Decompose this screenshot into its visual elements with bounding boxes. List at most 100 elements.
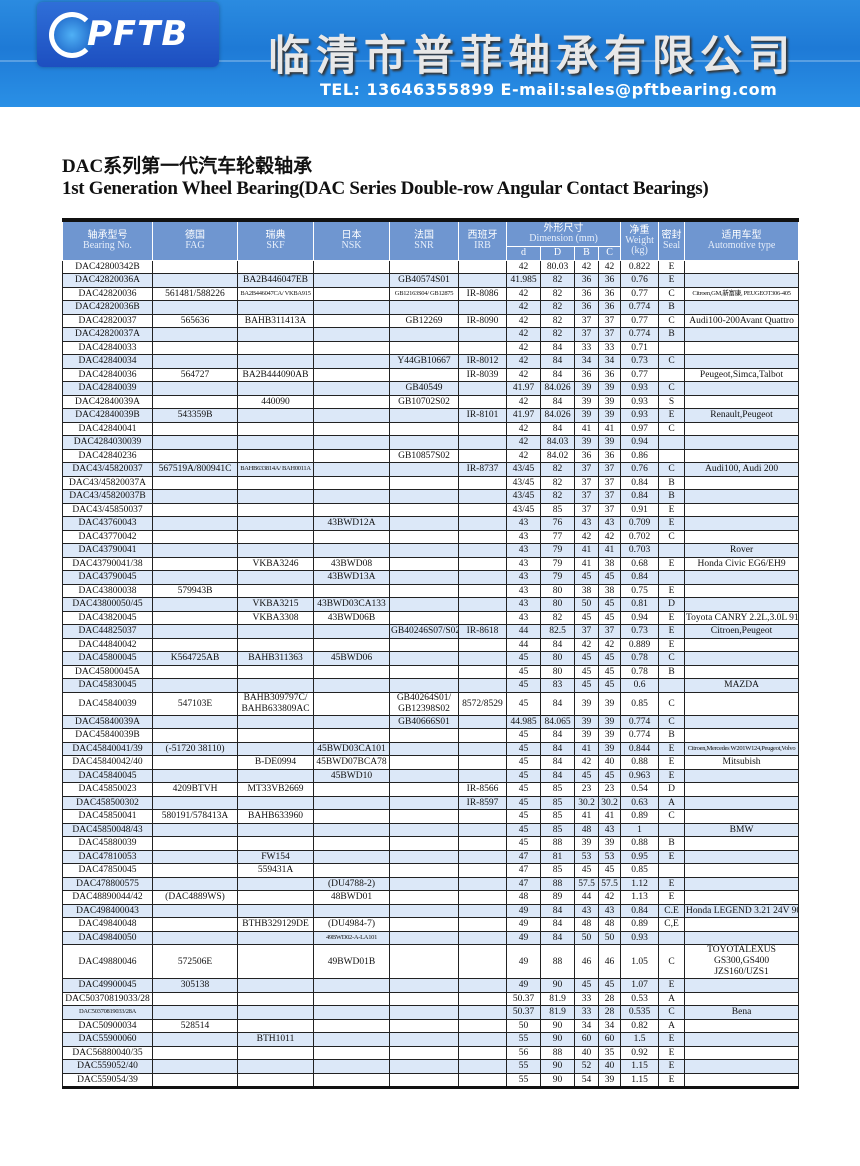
cell-d: 42 xyxy=(506,421,541,436)
cell-nsk xyxy=(313,259,390,274)
table-row: DAC45830045 45 83 45 45 0.6 MAZDA xyxy=(62,678,800,693)
cell-seal: E xyxy=(658,876,686,891)
cell-bearing-no: DAC49840048 xyxy=(62,917,153,932)
cell-skf xyxy=(237,890,314,905)
cell-c: 41 xyxy=(597,421,622,436)
cell-seal: E xyxy=(658,624,686,639)
cell-irb xyxy=(458,651,507,666)
cell-snr xyxy=(389,836,459,851)
cell-skf xyxy=(237,944,314,979)
cell-skf: B-DE0994 xyxy=(237,755,314,770)
cell-nsk xyxy=(313,1005,390,1020)
cell-irb xyxy=(458,741,507,756)
cell-d: 45 xyxy=(506,728,541,743)
cell-seal: C.E xyxy=(658,903,686,918)
cell-outer-d: 85 xyxy=(540,795,575,810)
table-row: DAC478800575 (DU4788-2) 47 88 57.5 57.5 1.12 E xyxy=(62,876,800,891)
cell-outer-d: 90 xyxy=(540,978,575,993)
cell-weight: 0.77 xyxy=(620,313,660,328)
table-row: DAC49840048 BTHB329129DE (DU4984-7) 49 84 48 4… xyxy=(62,917,800,932)
cell-weight: 0.94 xyxy=(620,435,660,450)
cell-skf: BAHB311413A xyxy=(237,313,314,328)
company-name: 临清市普菲轴承有限公司 xyxy=(268,31,797,80)
cell-d: 41.97 xyxy=(506,381,541,396)
cell-automotive-type xyxy=(684,273,800,288)
cell-irb xyxy=(458,489,507,504)
cell-b: 36 xyxy=(574,286,599,301)
cell-c: 60 xyxy=(597,1032,622,1047)
cell-snr xyxy=(389,1005,459,1020)
cell-automotive-type: Audi100-200Avant Quattro xyxy=(684,313,800,328)
cell-fag: (DAC4889WS) xyxy=(152,890,238,905)
cell-d: 45 xyxy=(506,795,541,810)
cell-weight: 0.75 xyxy=(620,583,660,598)
cell-irb: IR-8101 xyxy=(458,408,507,423)
cell-irb xyxy=(458,1072,507,1088)
cell-c: 39 xyxy=(597,836,622,851)
cell-d: 49 xyxy=(506,930,541,945)
cell-c: 41 xyxy=(597,543,622,558)
cell-automotive-type xyxy=(684,978,800,993)
cell-nsk xyxy=(313,286,390,301)
cell-nsk xyxy=(313,978,390,993)
cell-b: 39 xyxy=(574,381,599,396)
cell-d: 45 xyxy=(506,741,541,756)
cell-fag: 564727 xyxy=(152,367,238,382)
cell-weight: 0.92 xyxy=(620,1045,660,1060)
cell-b: 41 xyxy=(574,809,599,824)
cell-weight: 1.13 xyxy=(620,890,660,905)
cell-bearing-no: DAC478800575 xyxy=(62,876,153,891)
cell-automotive-type xyxy=(684,394,800,409)
cell-weight: 0.54 xyxy=(620,782,660,797)
cell-bearing-no: DAC42820037A xyxy=(62,327,153,342)
cell-outer-d: 80.03 xyxy=(540,259,575,274)
cell-skf: BA2B446047CA/ VKBA915 xyxy=(237,286,314,301)
cell-nsk xyxy=(313,809,390,824)
cell-b: 48 xyxy=(574,917,599,932)
cell-c: 41 xyxy=(597,809,622,824)
cell-seal: B xyxy=(658,489,686,504)
cell-d: 45 xyxy=(506,678,541,693)
cell-weight: 0.78 xyxy=(620,651,660,666)
cell-c: 36 xyxy=(597,367,622,382)
cell-weight: 0.82 xyxy=(620,1018,660,1033)
cell-outer-d: 84 xyxy=(540,741,575,756)
cell-d: 45 xyxy=(506,651,541,666)
cell-weight: 0.844 xyxy=(620,741,660,756)
cell-fag xyxy=(152,300,238,315)
cell-seal: C xyxy=(658,529,686,544)
cell-outer-d: 84 xyxy=(540,691,575,716)
cell-bearing-no: DAC43/45820037A xyxy=(62,475,153,490)
cell-nsk xyxy=(313,502,390,517)
cell-nsk xyxy=(313,795,390,810)
cell-irb xyxy=(458,597,507,612)
cell-d: 41.985 xyxy=(506,273,541,288)
cell-c: 38 xyxy=(597,583,622,598)
cell-seal: C xyxy=(658,354,686,369)
cell-nsk: 43BWD13A xyxy=(313,570,390,585)
cell-c: 40 xyxy=(597,755,622,770)
header-dimension: 外形尺寸 Dimension (mm) xyxy=(505,219,622,247)
cell-fag xyxy=(152,516,238,531)
cell-outer-d: 82 xyxy=(540,462,575,477)
cell-fag xyxy=(152,822,238,837)
cell-nsk xyxy=(313,381,390,396)
cell-snr xyxy=(389,462,459,477)
cell-d: 43 xyxy=(506,610,541,625)
cell-fag: 528514 xyxy=(152,1018,238,1033)
cell-outer-d: 88 xyxy=(540,876,575,891)
cell-b: 39 xyxy=(574,435,599,450)
table-row: DAC56880040/35 56 88 40 35 0.92 E xyxy=(62,1045,800,1060)
cell-automotive-type xyxy=(684,570,800,585)
cell-fag xyxy=(152,1059,238,1074)
cell-nsk xyxy=(313,313,390,328)
table-row: DAC43770042 43 77 42 42 0.702 C xyxy=(62,529,800,544)
cell-outer-d: 81 xyxy=(540,849,575,864)
cell-fag: 565636 xyxy=(152,313,238,328)
cell-seal xyxy=(658,340,686,355)
cell-c: 39 xyxy=(597,381,622,396)
cell-snr xyxy=(389,978,459,993)
cell-automotive-type xyxy=(684,863,800,878)
cell-c: 46 xyxy=(597,944,622,979)
cell-snr xyxy=(389,340,459,355)
